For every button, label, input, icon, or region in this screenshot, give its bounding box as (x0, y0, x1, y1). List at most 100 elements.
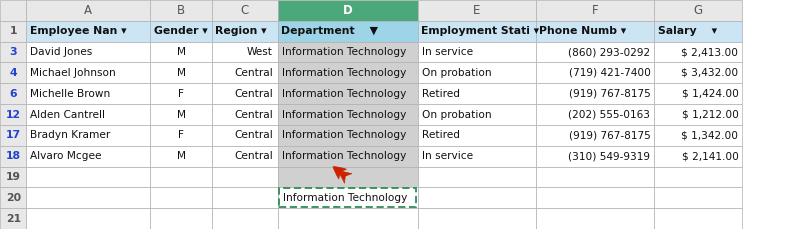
Bar (536, 0, 654, 21)
Bar (26, 125, 150, 146)
Text: David Jones: David Jones (30, 47, 93, 57)
Text: West: West (246, 47, 273, 57)
Text: C: C (241, 4, 249, 17)
Bar (0, 104, 26, 125)
Bar (150, 187, 212, 208)
Text: Central: Central (234, 68, 273, 78)
Text: Alvaro Mcgee: Alvaro Mcgee (30, 151, 102, 161)
Bar (0, 125, 26, 146)
Bar (418, 42, 536, 63)
Text: $ 1,342.00: $ 1,342.00 (682, 130, 738, 140)
Bar (536, 208, 654, 229)
Bar (150, 104, 212, 125)
Bar (654, 21, 742, 42)
Bar (26, 104, 150, 125)
Text: Central: Central (234, 151, 273, 161)
Bar (654, 0, 742, 21)
Bar (0, 83, 26, 104)
Bar (212, 125, 278, 146)
Bar (418, 125, 536, 146)
Text: Michelle Brown: Michelle Brown (30, 89, 110, 99)
Bar (278, 21, 418, 42)
Text: Central: Central (234, 109, 273, 120)
Text: (719) 421-7400: (719) 421-7400 (569, 68, 650, 78)
Bar (26, 83, 150, 104)
Bar (418, 146, 536, 166)
Text: 1: 1 (10, 26, 17, 36)
Text: Employment Stati ▾: Employment Stati ▾ (421, 26, 539, 36)
Text: $ 2,141.00: $ 2,141.00 (682, 151, 738, 161)
Bar (654, 166, 742, 187)
Bar (536, 125, 654, 146)
Bar (0, 21, 26, 42)
Text: $ 2,413.00: $ 2,413.00 (682, 47, 738, 57)
Text: D: D (342, 4, 353, 17)
Text: In service: In service (422, 47, 473, 57)
Text: Central: Central (234, 89, 273, 99)
Bar (212, 166, 278, 187)
Text: On probation: On probation (422, 68, 491, 78)
Bar (278, 42, 418, 63)
Text: (919) 767-8175: (919) 767-8175 (569, 130, 650, 140)
Text: A: A (85, 4, 93, 17)
Text: Information Technology: Information Technology (282, 89, 406, 99)
Bar (26, 166, 150, 187)
Bar (212, 146, 278, 166)
Bar (26, 208, 150, 229)
Bar (150, 208, 212, 229)
Text: 18: 18 (6, 151, 21, 161)
Text: 19: 19 (6, 172, 21, 182)
Text: On probation: On probation (422, 109, 491, 120)
Text: E: E (473, 4, 481, 17)
Text: M: M (177, 109, 186, 120)
Text: Alden Cantrell: Alden Cantrell (30, 109, 106, 120)
Text: Information Technology: Information Technology (282, 109, 406, 120)
Bar (0, 208, 26, 229)
Text: F: F (178, 89, 184, 99)
Text: F: F (592, 4, 598, 17)
Text: 21: 21 (6, 214, 21, 224)
Bar (0, 146, 26, 166)
Bar (0, 166, 26, 187)
Bar (150, 0, 212, 21)
Text: (202) 555-0163: (202) 555-0163 (569, 109, 650, 120)
Bar (418, 21, 536, 42)
Bar (654, 208, 742, 229)
Bar (0, 42, 26, 63)
Text: Retired: Retired (422, 89, 459, 99)
Text: Employee Nan ▾: Employee Nan ▾ (30, 26, 126, 36)
Text: Retired: Retired (422, 130, 459, 140)
Bar (418, 63, 536, 83)
Text: Region ▾: Region ▾ (215, 26, 267, 36)
Text: B: B (177, 4, 186, 17)
Bar (536, 42, 654, 63)
Text: Information Technology: Information Technology (282, 130, 406, 140)
Bar (278, 208, 418, 229)
Bar (654, 146, 742, 166)
Bar (536, 83, 654, 104)
Text: Michael Johnson: Michael Johnson (30, 68, 116, 78)
Text: 17: 17 (6, 130, 21, 140)
Bar (279, 188, 416, 207)
Bar (536, 21, 654, 42)
Bar (150, 42, 212, 63)
Text: (310) 549-9319: (310) 549-9319 (569, 151, 650, 161)
Bar (212, 63, 278, 83)
Bar (212, 208, 278, 229)
Bar (212, 83, 278, 104)
Bar (278, 83, 418, 104)
Text: 4: 4 (10, 68, 17, 78)
Bar (654, 125, 742, 146)
Text: (860) 293-0292: (860) 293-0292 (568, 47, 650, 57)
Bar (654, 63, 742, 83)
Bar (0, 0, 26, 21)
Text: G: G (694, 4, 703, 17)
Text: In service: In service (422, 151, 473, 161)
Bar (0, 187, 26, 208)
Bar (418, 166, 536, 187)
Text: M: M (177, 47, 186, 57)
Text: $ 3,432.00: $ 3,432.00 (682, 68, 738, 78)
Bar (0, 63, 26, 83)
Bar (212, 104, 278, 125)
Text: Central: Central (234, 130, 273, 140)
